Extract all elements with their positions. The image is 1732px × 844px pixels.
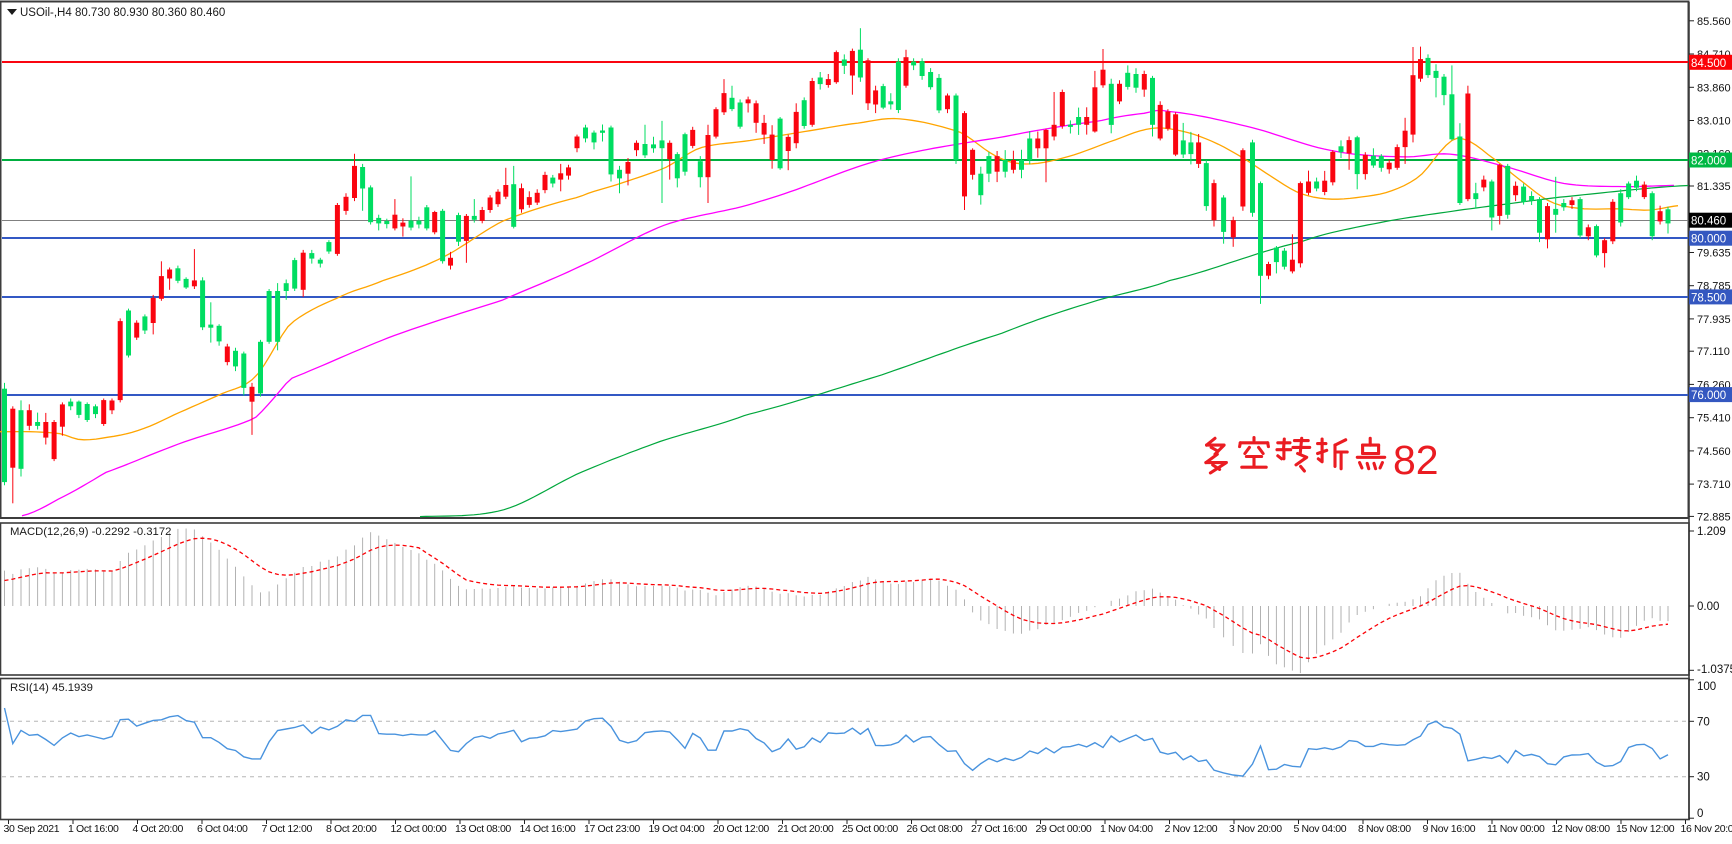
svg-text:1 Nov 04:00: 1 Nov 04:00 [1100, 823, 1153, 835]
svg-text:82: 82 [1393, 437, 1439, 483]
svg-text:0: 0 [1697, 808, 1703, 820]
svg-text:81.335: 81.335 [1697, 181, 1731, 193]
svg-text:83.010: 83.010 [1697, 116, 1731, 128]
svg-text:MACD(12,26,9) -0.2292 -0.3172: MACD(12,26,9) -0.2292 -0.3172 [10, 526, 171, 538]
svg-text:13 Oct 08:00: 13 Oct 08:00 [455, 823, 511, 835]
svg-text:14 Oct 16:00: 14 Oct 16:00 [520, 823, 576, 835]
svg-text:USOil-,H4 80.730 80.930 80.36: USOil-,H4 80.730 80.930 80.360 80.460 [20, 7, 225, 19]
svg-text:80.460: 80.460 [1691, 216, 1726, 228]
svg-text:7 Oct 12:00: 7 Oct 12:00 [262, 823, 313, 835]
svg-text:8 Oct 20:00: 8 Oct 20:00 [326, 823, 377, 835]
svg-text:-1.0375: -1.0375 [1697, 664, 1732, 676]
svg-text:78.500: 78.500 [1691, 292, 1726, 304]
svg-text:9 Nov 16:00: 9 Nov 16:00 [1423, 823, 1476, 835]
svg-text:11 Nov 00:00: 11 Nov 00:00 [1487, 823, 1545, 835]
svg-text:72.885: 72.885 [1697, 511, 1731, 523]
svg-text:77.935: 77.935 [1697, 314, 1731, 326]
svg-text:76.000: 76.000 [1691, 390, 1726, 402]
svg-text:17 Oct 23:00: 17 Oct 23:00 [584, 823, 640, 835]
svg-text:3 Nov 20:00: 3 Nov 20:00 [1229, 823, 1282, 835]
svg-text:15 Nov 12:00: 15 Nov 12:00 [1616, 823, 1675, 835]
svg-text:85.560: 85.560 [1697, 16, 1731, 28]
svg-text:74.560: 74.560 [1697, 446, 1731, 458]
svg-text:1.209: 1.209 [1697, 526, 1726, 538]
svg-text:16 Nov 20:00: 16 Nov 20:00 [1681, 823, 1732, 835]
svg-text:4 Oct 20:00: 4 Oct 20:00 [133, 823, 184, 835]
svg-text:20 Oct 12:00: 20 Oct 12:00 [713, 823, 769, 835]
svg-text:21 Oct 20:00: 21 Oct 20:00 [778, 823, 834, 835]
svg-text:70: 70 [1697, 716, 1710, 728]
svg-text:79.635: 79.635 [1697, 248, 1731, 260]
svg-text:73.710: 73.710 [1697, 479, 1731, 491]
svg-text:29 Oct 00:00: 29 Oct 00:00 [1036, 823, 1092, 835]
svg-text:RSI(14) 45.1939: RSI(14) 45.1939 [10, 682, 93, 694]
svg-text:83.860: 83.860 [1697, 82, 1731, 94]
svg-text:77.110: 77.110 [1697, 346, 1730, 358]
svg-text:30: 30 [1697, 772, 1710, 784]
svg-text:100: 100 [1697, 681, 1716, 693]
svg-text:2 Nov 12:00: 2 Nov 12:00 [1165, 823, 1218, 835]
svg-text:0.00: 0.00 [1697, 601, 1719, 613]
svg-text:8 Nov 08:00: 8 Nov 08:00 [1358, 823, 1411, 835]
svg-text:75.410: 75.410 [1697, 413, 1731, 425]
svg-text:5 Nov 04:00: 5 Nov 04:00 [1294, 823, 1347, 835]
svg-text:80.000: 80.000 [1691, 234, 1726, 246]
svg-text:12 Oct 00:00: 12 Oct 00:00 [391, 823, 447, 835]
svg-text:19 Oct 04:00: 19 Oct 04:00 [649, 823, 705, 835]
svg-text:12 Nov 08:00: 12 Nov 08:00 [1552, 823, 1611, 835]
svg-text:26 Oct 08:00: 26 Oct 08:00 [907, 823, 963, 835]
svg-text:1 Oct 16:00: 1 Oct 16:00 [68, 823, 119, 835]
svg-text:27 Oct 16:00: 27 Oct 16:00 [971, 823, 1027, 835]
svg-text:30 Sep 2021: 30 Sep 2021 [4, 823, 60, 835]
svg-text:84.500: 84.500 [1691, 58, 1726, 70]
svg-text:25 Oct 00:00: 25 Oct 00:00 [842, 823, 898, 835]
svg-text:6 Oct 04:00: 6 Oct 04:00 [197, 823, 248, 835]
svg-text:82.000: 82.000 [1691, 156, 1726, 168]
